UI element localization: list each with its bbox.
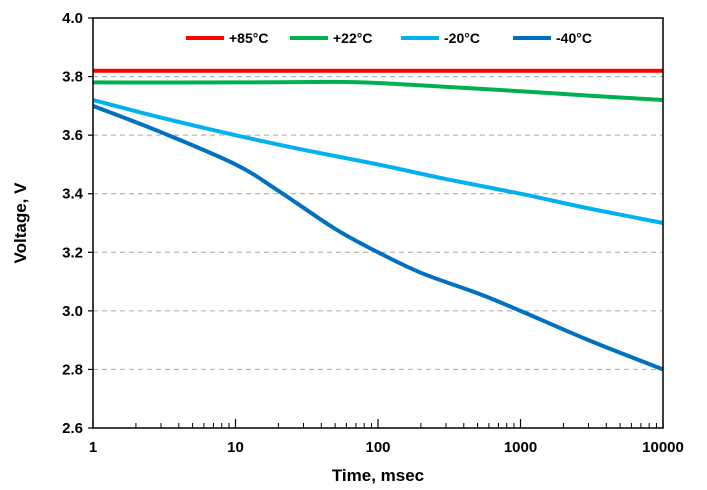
- y-axis-title: Voltage, V: [11, 182, 30, 264]
- y-tick-label: 3.0: [62, 303, 83, 320]
- y-tick-label: 4.0: [62, 10, 83, 27]
- y-axis-ticks: 2.6 2.8 3.0 3.2 3.4 3.6 3.8 4.0: [62, 10, 93, 437]
- legend-item: +22°C: [290, 30, 372, 46]
- y-tick-label: 3.6: [62, 127, 83, 144]
- legend-label: -40°C: [556, 30, 592, 46]
- x-tick-label: 10: [227, 439, 244, 456]
- series-lines: [92, 68, 664, 372]
- plot-area-frame: [92, 17, 664, 429]
- y-tick-label: 3.2: [62, 244, 83, 261]
- legend-item: +85°C: [186, 30, 268, 46]
- series-line-plus22c: [92, 79, 664, 102]
- legend-label: -20°C: [444, 30, 480, 46]
- y-tick-label: 3.4: [62, 186, 84, 203]
- legend-label: +22°C: [333, 30, 372, 46]
- legend: +85°C +22°C -20°C -40°C: [186, 30, 592, 46]
- x-tick-label: 1: [89, 439, 97, 456]
- legend-item: -20°C: [401, 30, 480, 46]
- x-tick-label: 1000: [504, 439, 537, 456]
- x-axis-title: Time, msec: [332, 466, 424, 485]
- y-tick-label: 2.6: [62, 420, 83, 437]
- series-line-minus40c: [92, 103, 664, 372]
- x-tick-label: 100: [365, 439, 390, 456]
- y-tick-label: 3.8: [62, 69, 83, 86]
- legend-label: +85°C: [229, 30, 268, 46]
- x-axis-ticks: 1 10 100 1000 10000: [89, 419, 684, 456]
- series-line-minus20c: [92, 98, 664, 225]
- legend-item: -40°C: [513, 30, 592, 46]
- x-tick-label: 10000: [642, 439, 684, 456]
- y-tick-label: 2.8: [62, 361, 83, 378]
- grid-lines: [93, 76, 663, 370]
